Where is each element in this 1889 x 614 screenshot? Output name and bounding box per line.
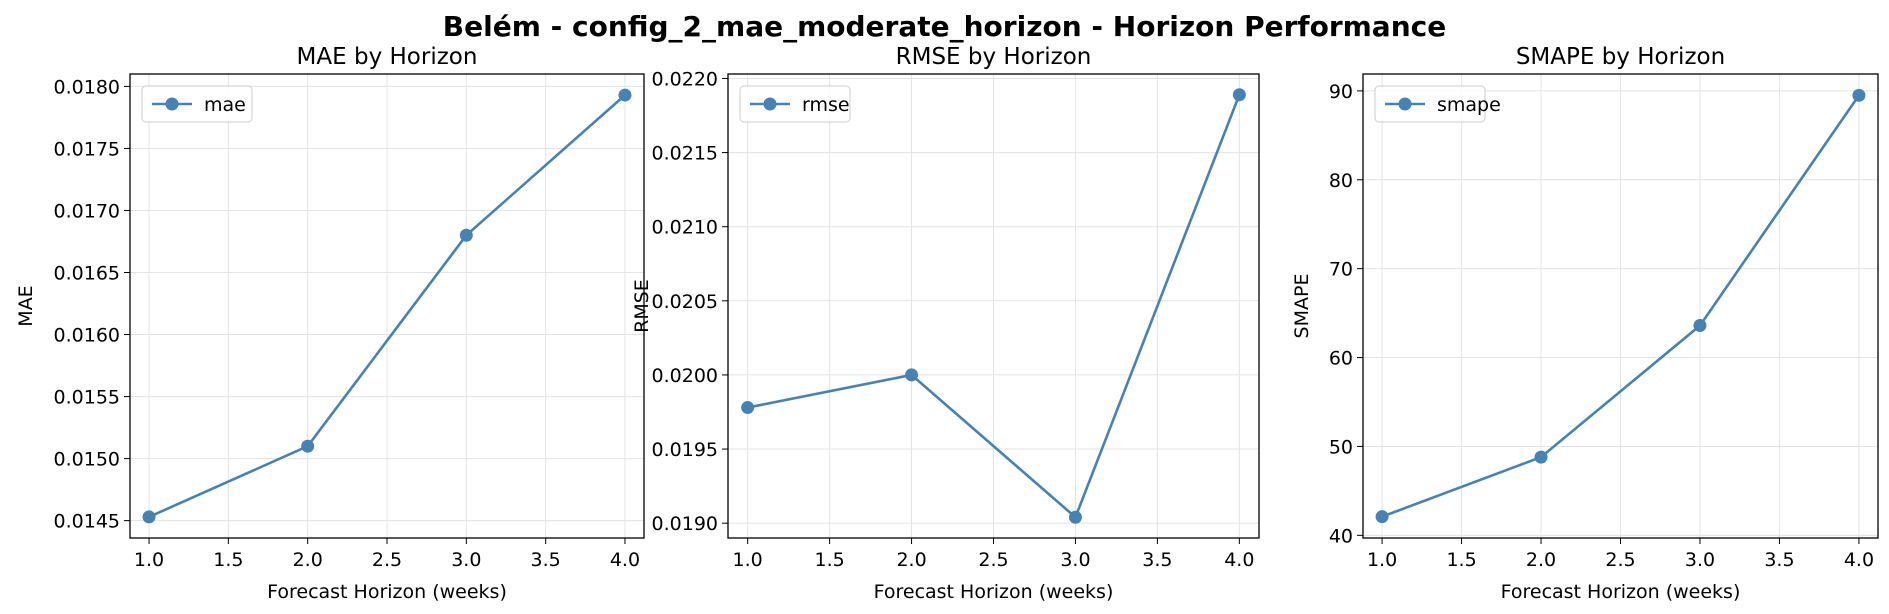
- y-tick-label: 0.0210: [652, 217, 718, 239]
- data-point: [301, 439, 315, 453]
- y-axis-label: SMAPE: [1291, 274, 1313, 339]
- x-tick-label: 1.0: [1367, 549, 1397, 571]
- x-tick-label: 1.0: [733, 549, 763, 571]
- y-tick-label: 0.0190: [652, 513, 718, 535]
- legend-box: [141, 85, 253, 123]
- chart-title: SMAPE by Horizon: [1516, 44, 1725, 70]
- data-point: [1232, 88, 1246, 102]
- x-tick-label: 1.5: [213, 549, 243, 571]
- x-tick-label: 2.5: [372, 549, 402, 571]
- data-point: [1693, 319, 1707, 333]
- data-point: [618, 88, 632, 102]
- y-tick-label: 0.0150: [54, 449, 120, 471]
- x-tick-label: 2.5: [978, 549, 1008, 571]
- x-tick-label: 3.0: [1685, 549, 1715, 571]
- y-tick-label: 0.0195: [652, 439, 718, 461]
- chart-panel-2: 1.0 1.5 2.0 2.5 3.0 3.5 4.0 0.0190 0.0195 0.0200 0…: [631, 44, 1260, 603]
- x-tick-label: 2.0: [1526, 549, 1556, 571]
- y-tick-label: 60: [1329, 348, 1353, 370]
- x-tick-label: 4.0: [610, 549, 640, 571]
- data-point: [1375, 510, 1389, 524]
- y-tick-label: 90: [1329, 81, 1353, 103]
- x-tick-label: 3.5: [531, 549, 561, 571]
- x-tick-label: 1.5: [1446, 549, 1476, 571]
- data-point: [905, 368, 919, 382]
- x-tick-label: 3.0: [451, 549, 481, 571]
- figure-title: Belém - config_2_mae_moderate_horizon - …: [442, 10, 1447, 43]
- x-axis-label: Forecast Horizon (weeks): [267, 581, 507, 603]
- chart-title: MAE by Horizon: [297, 44, 478, 70]
- y-tick-label: 0.0170: [54, 200, 120, 222]
- y-tick-label: 0.0200: [652, 365, 718, 387]
- legend-label: rmse: [802, 94, 850, 116]
- y-tick-label: 0.0165: [54, 263, 120, 285]
- y-tick-label: 80: [1329, 170, 1353, 192]
- chart-panel-1: 1.0 1.5 2.0 2.5 3.0 3.5 4.0 0.0145 0.0150 0.0155 0…: [15, 44, 645, 603]
- y-tick-label: 0.0180: [54, 76, 120, 98]
- data-point: [741, 401, 755, 415]
- x-tick-label: 3.5: [1142, 549, 1172, 571]
- legend-marker: [763, 97, 777, 111]
- x-tick-label: 2.5: [1605, 549, 1635, 571]
- y-tick-label: 0.0160: [54, 325, 120, 347]
- legend-label: smape: [1437, 94, 1501, 116]
- y-tick-label: 70: [1329, 259, 1353, 281]
- data-point: [1068, 510, 1082, 524]
- series-line-rmse: [747, 94, 1241, 520]
- x-tick-label: 2.0: [896, 549, 926, 571]
- x-tick-label: 1.5: [815, 549, 845, 571]
- y-axis-label: RMSE: [631, 279, 653, 333]
- chart-panel-3: 1.0 1.5 2.0 2.5 3.0 3.5 4.0 40 50 60 70 80 90 SMAPE b…: [1291, 44, 1879, 603]
- y-tick-label: 0.0205: [652, 291, 718, 313]
- y-tick-label: 0.0215: [652, 143, 718, 165]
- chart-title: RMSE by Horizon: [896, 44, 1092, 70]
- x-axis-label: Forecast Horizon (weeks): [874, 581, 1114, 603]
- x-tick-label: 3.0: [1060, 549, 1090, 571]
- data-point: [459, 228, 473, 242]
- y-tick-label: 0.0155: [54, 387, 120, 409]
- y-tick-label: 0.0220: [652, 68, 718, 90]
- legend-box: [1374, 85, 1486, 123]
- legend-marker: [165, 97, 179, 111]
- series-line-smape: [1381, 94, 1860, 518]
- legend-box: [739, 85, 851, 123]
- x-tick-label: 4.0: [1844, 549, 1874, 571]
- x-axis-label: Forecast Horizon (weeks): [1501, 581, 1741, 603]
- data-point: [1852, 88, 1866, 102]
- y-tick-label: 40: [1329, 525, 1353, 547]
- data-point: [1534, 450, 1548, 464]
- y-axis-label: MAE: [15, 285, 37, 326]
- data-point: [142, 510, 156, 524]
- y-tick-label: 50: [1329, 436, 1353, 458]
- y-tick-label: 0.0145: [54, 511, 120, 533]
- legend-label: mae: [204, 94, 246, 116]
- x-tick-label: 2.0: [293, 549, 323, 571]
- y-tick-label: 0.0175: [54, 138, 120, 160]
- x-tick-label: 4.0: [1224, 549, 1254, 571]
- x-tick-label: 1.0: [134, 549, 164, 571]
- legend-marker: [1398, 97, 1412, 111]
- x-tick-label: 3.5: [1764, 549, 1794, 571]
- series-line-mae: [148, 94, 626, 519]
